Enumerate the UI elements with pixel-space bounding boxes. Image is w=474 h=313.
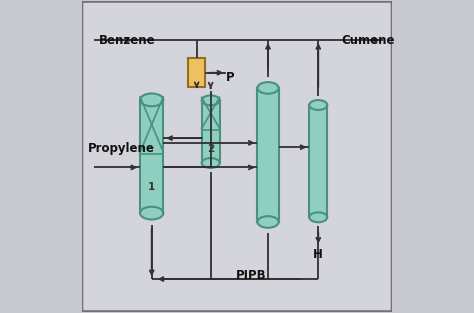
Text: PIPB: PIPB [236,269,266,282]
Bar [309,105,327,217]
Ellipse shape [140,207,164,219]
Bar [257,88,279,222]
Bar [201,100,219,163]
Text: 1: 1 [148,182,155,192]
Ellipse shape [309,100,327,110]
Ellipse shape [257,82,279,94]
Ellipse shape [201,158,219,168]
FancyBboxPatch shape [82,1,392,312]
Bar [140,100,164,213]
Ellipse shape [309,212,327,222]
Text: H: H [313,248,323,261]
Ellipse shape [201,95,219,105]
Text: Cumene: Cumene [341,34,394,47]
Ellipse shape [140,94,164,106]
Text: 2: 2 [207,144,214,154]
Bar [188,58,205,87]
Text: Benzene: Benzene [99,34,155,47]
Text: P: P [226,71,235,84]
Text: Propylene: Propylene [88,142,155,155]
Ellipse shape [257,216,279,228]
